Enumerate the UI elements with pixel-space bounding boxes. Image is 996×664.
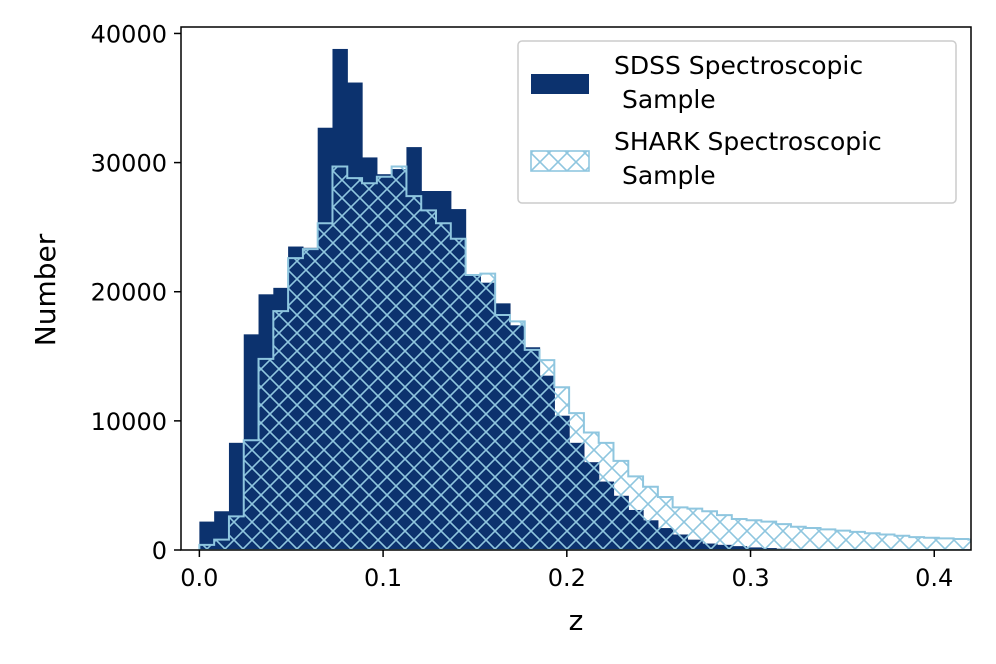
y-tick-label-0: 0	[152, 537, 167, 565]
legend-label-shark-line2: Sample	[614, 161, 716, 190]
axes-frame	[180, 26, 972, 551]
y-tick-label-3: 30000	[91, 150, 167, 178]
plot-area	[198, 48, 971, 550]
sdss-bar-0	[199, 521, 215, 550]
y-tick-label-4: 40000	[91, 20, 167, 48]
y-axis-label: Number	[29, 233, 62, 346]
legend-swatch-shark	[530, 150, 590, 172]
axis-ticks: 0.0 0.1 0.2 0.3 0.4 0 10000 20000 30000 40000	[91, 20, 954, 592]
shark-step-histogram	[198, 165, 971, 550]
x-tick-label-4: 0.4	[915, 564, 953, 592]
x-tick-label-2: 0.2	[548, 564, 586, 592]
legend-box	[517, 40, 957, 204]
legend: SDSS Spectroscopic Sample SHARK Spectros…	[517, 40, 957, 204]
x-tick-label-1: 0.1	[364, 564, 402, 592]
legend-label-shark-line1: SHARK Spectroscopic	[614, 127, 882, 156]
y-tick-label-1: 10000	[91, 408, 167, 436]
x-axis-label: z	[569, 604, 584, 637]
legend-label-sdss-line2: Sample	[614, 85, 716, 114]
legend-swatch-sdss	[531, 74, 589, 94]
x-tick-label-0: 0.0	[180, 564, 218, 592]
y-tick-label-2: 20000	[91, 279, 167, 307]
x-tick-label-3: 0.3	[731, 564, 769, 592]
legend-label-sdss-line1: SDSS Spectroscopic	[614, 51, 863, 80]
